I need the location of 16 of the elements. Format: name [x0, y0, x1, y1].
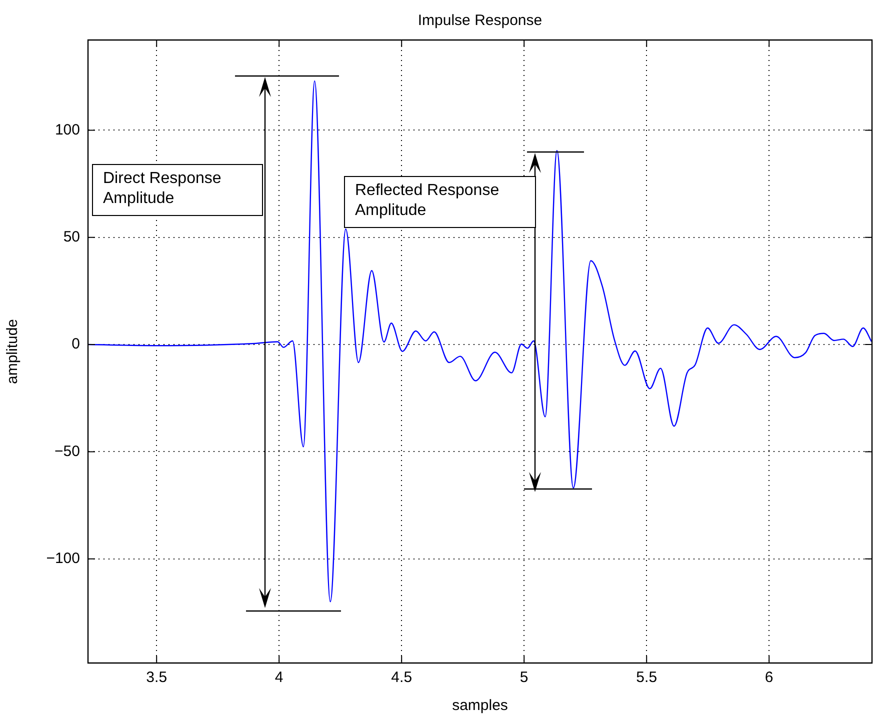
callout-box: Direct Response Amplitude: [92, 164, 263, 216]
x-tick-label: 5.5: [636, 669, 658, 686]
y-tick-label: −100: [46, 550, 80, 567]
chart-title: Impulse Response: [416, 12, 544, 29]
y-tick-label: −50: [54, 442, 80, 460]
y-tick-label: 50: [63, 228, 80, 246]
x-tick-label: 5: [520, 669, 528, 686]
y-tick-label: 0: [72, 336, 80, 353]
y-tick-label: 100: [54, 121, 80, 138]
x-tick-label: 4.5: [391, 669, 412, 686]
x-tick-label: 4: [274, 669, 284, 686]
callout-box: Reflected Response Amplitude: [344, 176, 536, 228]
x-axis-title: samples: [452, 697, 508, 714]
x-tick-label: 3.5: [146, 669, 168, 686]
x-tick-label: 6: [764, 669, 774, 686]
y-axis-title: amplitude: [4, 318, 22, 384]
